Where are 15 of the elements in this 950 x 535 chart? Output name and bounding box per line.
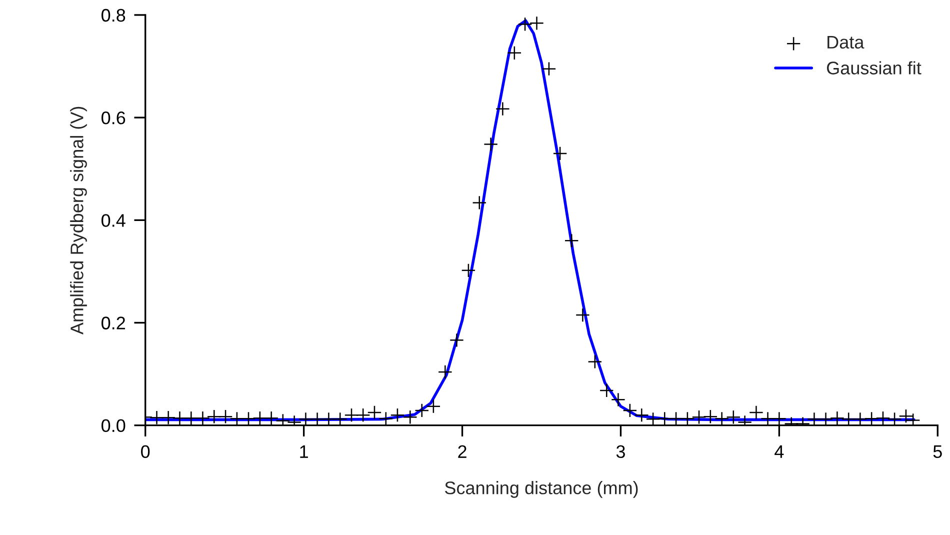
x-tick-label: 2 [458,445,466,458]
legend-label: Data [828,36,864,49]
y-tick-label: 0.6 [102,112,126,124]
x-tick-label: 4 [774,445,784,458]
x-tick-label: 3 [616,445,625,458]
x-tick-label: 0 [141,445,150,458]
y-tick-label: 0.0 [102,419,126,432]
y-tick-label: 0.4 [102,214,126,227]
x-axis-title: Scanning distance (mm) [444,481,638,498]
y-axis-title: Amplified Rydberg signal (V) [70,106,87,335]
y-tick-label: 0.8 [102,8,126,22]
x-tick-label: 5 [933,445,942,458]
x-tick-label: 1 [300,445,308,458]
legend-label: Gaussian fit [826,61,922,74]
y-tick-label: 0.2 [102,316,125,330]
